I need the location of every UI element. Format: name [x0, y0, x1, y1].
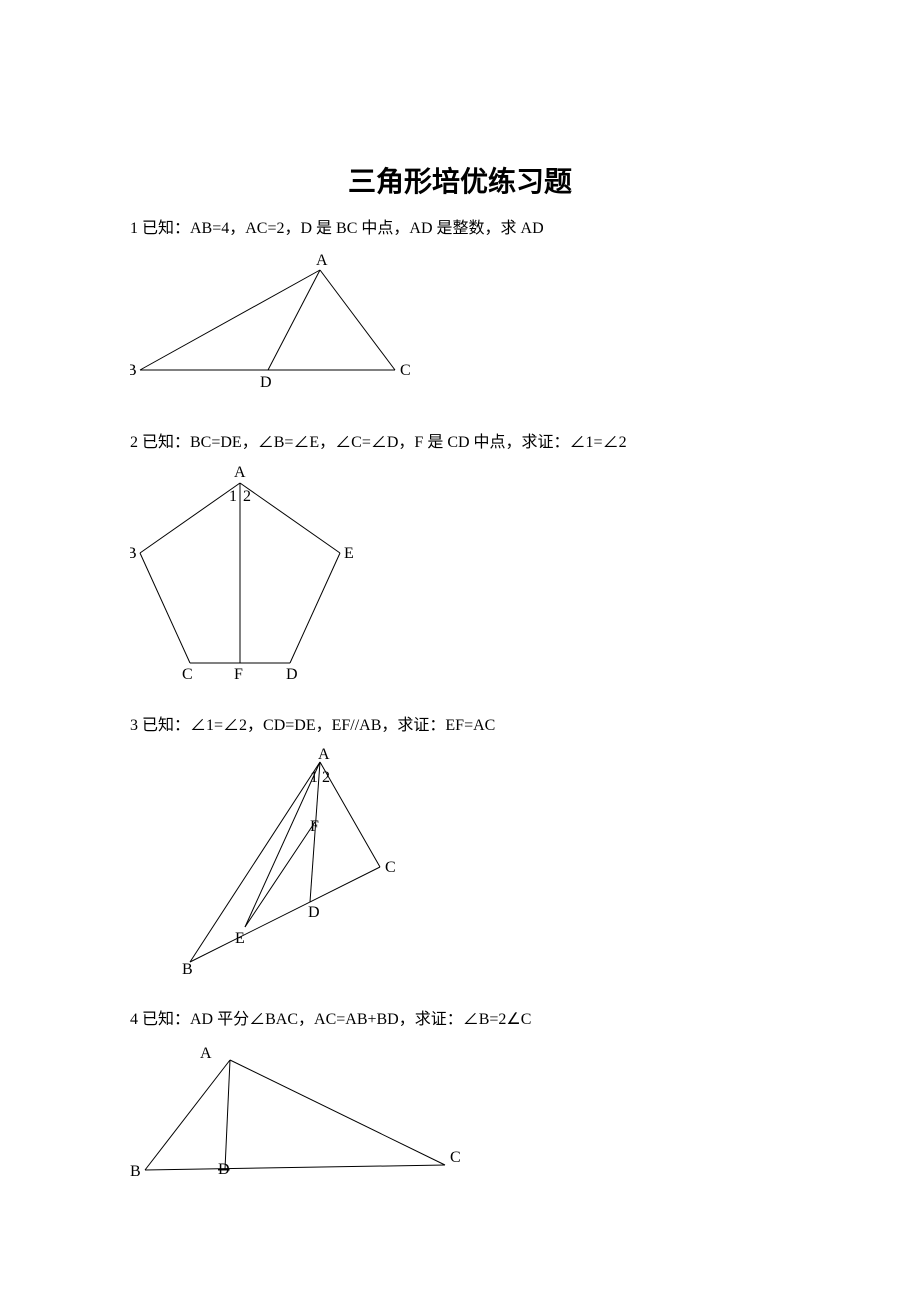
label-A: A: [234, 464, 246, 481]
label-E: E: [344, 545, 354, 562]
figure-3: A 1 2 F C D E B: [170, 747, 790, 977]
problem-1-text: 1 已知：AB=4，AC=2，D 是 BC 中点，AD 是整数，求 AD: [130, 216, 790, 242]
problem-4-text: 4 已知：AD 平分∠BAC，AC=AB+BD，求证：∠B=2∠C: [130, 1007, 790, 1033]
label-D: D: [286, 666, 298, 683]
label-E: E: [235, 930, 245, 947]
label-C: C: [450, 1149, 461, 1166]
label-B: B: [130, 545, 137, 562]
figure-2: A 1 2 B E C F D: [130, 463, 790, 683]
label-F: F: [310, 818, 319, 835]
problem-3-text: 3 已知：∠1=∠2，CD=DE，EF//AB，求证：EF=AC: [130, 713, 790, 739]
label-F: F: [234, 666, 243, 683]
label-two: 2: [243, 488, 251, 505]
label-D: D: [260, 374, 272, 390]
label-B: B: [130, 362, 137, 379]
problem-2-text: 2 已知：BC=DE，∠B=∠E，∠C=∠D，F 是 CD 中点，求证：∠1=∠…: [130, 430, 790, 456]
label-one: 1: [310, 769, 318, 786]
figure-1: A B C D: [130, 250, 790, 390]
label-A: A: [318, 747, 330, 763]
label-B: B: [130, 1163, 141, 1180]
label-C: C: [385, 859, 396, 876]
figure-4: A B D C: [130, 1040, 790, 1190]
label-D: D: [218, 1161, 230, 1178]
label-one: 1: [229, 488, 237, 505]
label-A: A: [200, 1045, 212, 1062]
label-B: B: [182, 961, 193, 977]
label-D: D: [308, 904, 320, 921]
label-A: A: [316, 252, 328, 269]
page-title: 三角形培优练习题: [130, 160, 790, 200]
label-C: C: [400, 362, 411, 379]
label-C: C: [182, 666, 193, 683]
label-two: 2: [322, 769, 330, 786]
